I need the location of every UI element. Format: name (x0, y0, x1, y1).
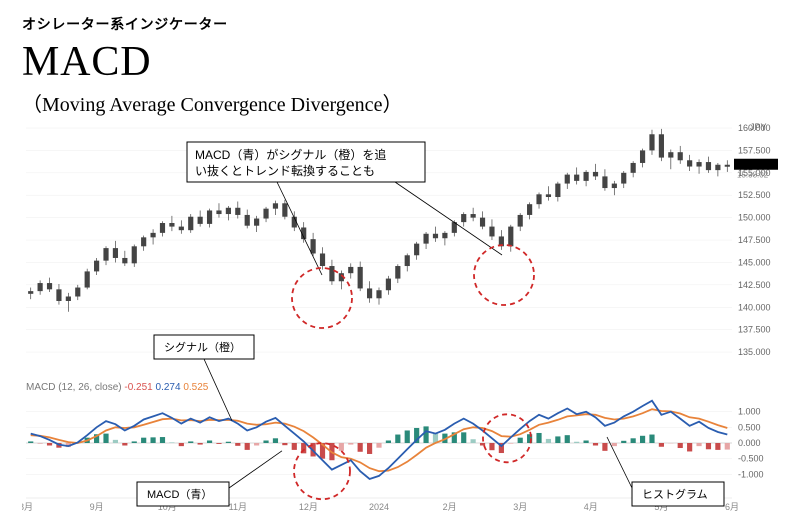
signal-line (31, 409, 728, 471)
macd-ytick: 0.000 (738, 438, 761, 448)
x-tick: 12月 (299, 502, 318, 512)
chart-area: 135.000 137.500 140.000 142.500 145.000 147.5… (22, 120, 778, 519)
price-ytick: 150.000 (738, 213, 771, 223)
price-ytick: 147.500 (738, 235, 771, 245)
chart-header: オシレーター系インジケーター MACD （Moving Average Conv… (0, 0, 800, 117)
macd-ytick: -1.000 (738, 469, 764, 479)
indicator-subtitle: （Moving Average Convergence Divergence） (22, 88, 778, 117)
x-tick: 3月 (513, 502, 527, 512)
x-tick: 8月 (22, 502, 33, 512)
x-tick: 2024 (369, 502, 389, 512)
x-tick: 4月 (584, 502, 598, 512)
x-tick: 11月 (229, 502, 247, 512)
highlight-circle-macd (483, 414, 531, 462)
macd-ytick: 0.500 (738, 422, 761, 432)
price-ytick: 157.500 (738, 145, 771, 155)
price-ytick: 140.000 (738, 302, 771, 312)
macd-ytick: -0.500 (738, 454, 764, 464)
hist-callout-text: ヒストグラム (642, 487, 708, 501)
indicator-title: MACD (22, 38, 778, 86)
price-ytick: 135.000 (738, 347, 771, 357)
macd-callout-text: MACD（青） (147, 488, 212, 501)
trend-callout-l1: MACD（青）がシグナル（橙）を追 (195, 147, 386, 162)
price-ytick: 137.500 (738, 325, 771, 335)
highlight-circle (292, 268, 352, 328)
trend-callout-l2: い抜くとトレンド転換することも (195, 164, 375, 178)
category-label: オシレーター系インジケーター (22, 14, 778, 34)
price-unit: JPY (750, 122, 767, 132)
x-tick: 6月 (725, 502, 739, 512)
price-ytick: 152.500 (738, 190, 771, 200)
macd-ytick: 1.000 (738, 407, 761, 417)
signal-callout-text: シグナル（橙） (164, 340, 241, 354)
price-ytick: 145.000 (738, 257, 771, 267)
chart-svg: 135.000 137.500 140.000 142.500 145.000 147.5… (22, 120, 778, 519)
x-tick: 9月 (90, 502, 104, 512)
macd-line (31, 401, 728, 479)
x-tick: 2月 (443, 502, 457, 512)
price-ytick: 142.500 (738, 280, 771, 290)
highlight-circle (474, 245, 534, 305)
macd-params: MACD (12, 26, close) -0.251 0.274 0.525 (26, 382, 209, 393)
current-price: 155.678 (737, 160, 770, 170)
current-time: 15:38:02 (737, 171, 769, 180)
